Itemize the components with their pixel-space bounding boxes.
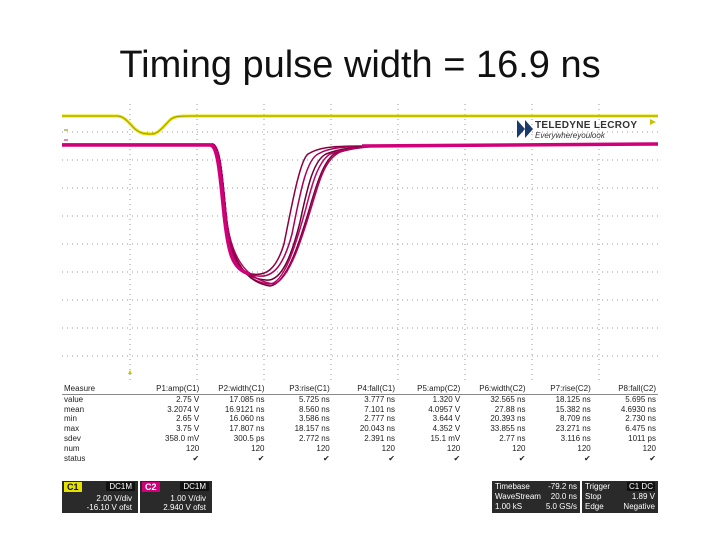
- c2-label: C2: [142, 482, 160, 492]
- table-row: max 3.75 V 17.807 ns 18.157 ns 20.043 ns…: [64, 424, 656, 434]
- status-check-icon: ✔: [388, 453, 395, 463]
- c1-offset: -16.10 V ofst: [86, 503, 132, 512]
- c2-persistence-traces: [62, 143, 658, 287]
- c1-trace-outline: [62, 115, 658, 135]
- status-check-icon: ✔: [323, 453, 330, 463]
- p2-header[interactable]: P2:width(C1): [201, 384, 267, 395]
- channel-c1-descriptor[interactable]: C1 DC1M 2.00 V/div -16.10 V ofst: [62, 481, 138, 513]
- graticule: [62, 104, 658, 384]
- status-check-icon: ✔: [518, 453, 526, 463]
- p6-header[interactable]: P6:width(C2): [462, 384, 528, 395]
- table-row: value 2.75 V 17.085 ns 5.725 ns 3.777 ns…: [64, 394, 656, 404]
- timebase-samples: 1.00 kS: [495, 502, 523, 511]
- table-row: min 2.65 V 16.060 ns 3.586 ns 2.777 ns 3…: [64, 414, 656, 424]
- logo-brand-text: TELEDYNE LECROY: [535, 120, 638, 131]
- wavestream-label: WaveStream: [495, 492, 541, 501]
- status-check-icon: ✔: [257, 453, 265, 463]
- timebase-rate: 5.0 GS/s: [545, 502, 577, 511]
- channel-c2-descriptor[interactable]: C2 DC1M 1.00 V/div 2.940 V ofst: [140, 481, 212, 513]
- trigger-slope: Negative: [623, 502, 655, 511]
- trigger-position-marker: [128, 370, 132, 374]
- status-check-icon: ✔: [192, 453, 200, 463]
- status-check-icon: ✔: [584, 453, 591, 463]
- timebase-label: Timebase: [495, 482, 530, 491]
- measurement-table: Measure P1:amp(C1) P2:width(C1) P3:rise(…: [62, 384, 658, 463]
- p7-header[interactable]: P7:rise(C2): [527, 384, 593, 395]
- measure-header: Measure: [62, 384, 136, 395]
- c2-trace-average: [62, 143, 251, 276]
- c1-label: C1: [64, 482, 82, 492]
- trigger-label: Trigger: [585, 482, 611, 491]
- teledyne-lecroy-logo: TELEDYNE LECROY Everywhereyoulook: [517, 118, 647, 142]
- trigger-level-marker: [650, 119, 656, 125]
- c1-coupling-badge: DC1M: [106, 482, 135, 491]
- c2-trace-right: [361, 142, 658, 148]
- oscilloscope-screenshot: TELEDYNE LECROY Everywhereyoulook Measur…: [62, 104, 658, 514]
- trigger-descriptor[interactable]: Trigger C1 DC Stop 1.89 V Edge Negative: [582, 481, 658, 513]
- status-check-icon: ✔: [649, 453, 656, 463]
- slide-title: Timing pulse width = 16.9 ns: [119, 44, 601, 86]
- lecroy-mark-icon: [517, 120, 533, 138]
- c1-scale: 2.00 V/div: [96, 494, 132, 503]
- p5-header[interactable]: P5:amp(C2): [397, 384, 463, 395]
- c2-offset: 2.940 V ofst: [163, 503, 206, 512]
- timebase-descriptor[interactable]: Timebase -79.2 ns WaveStream 20.0 ns 1.0…: [492, 481, 580, 513]
- p4-header[interactable]: P4:fall(C1): [331, 384, 397, 395]
- table-row: status ✔ ✔ ✔ ✔ ✔ ✔ ✔ ✔: [64, 453, 656, 463]
- c2-scale: 1.00 V/div: [170, 494, 206, 503]
- trigger-level: 1.89 V: [631, 492, 655, 501]
- trigger-source-badge: C1 DC: [626, 482, 655, 491]
- status-check-icon: ✔: [453, 453, 461, 463]
- measurement-header-row: Measure P1:amp(C1) P2:width(C1) P3:rise(…: [62, 384, 658, 395]
- c2-coupling-badge: DC1M: [180, 482, 209, 491]
- trigger-mode: Stop: [585, 492, 602, 501]
- trigger-type: Edge: [585, 502, 604, 511]
- timebase-timediv: 20.0 ns: [550, 492, 577, 501]
- p3-header[interactable]: P3:rise(C1): [266, 384, 332, 395]
- p1-header[interactable]: P1:amp(C1): [136, 384, 202, 395]
- table-row: sdev 358.0 mV 300.5 ps 2.772 ns 2.391 ns…: [64, 433, 656, 443]
- table-row: mean 3.2074 V 16.9121 ns 8.560 ns 7.101 …: [64, 404, 656, 414]
- waveform-display: [62, 104, 658, 384]
- timebase-delay: -79.2 ns: [548, 482, 577, 491]
- table-row: num 120 120 120 120 120 120 120 120: [64, 443, 656, 453]
- p8-header[interactable]: P8:fall(C2): [592, 384, 658, 395]
- logo-tagline: Everywhereyoulook: [535, 131, 605, 140]
